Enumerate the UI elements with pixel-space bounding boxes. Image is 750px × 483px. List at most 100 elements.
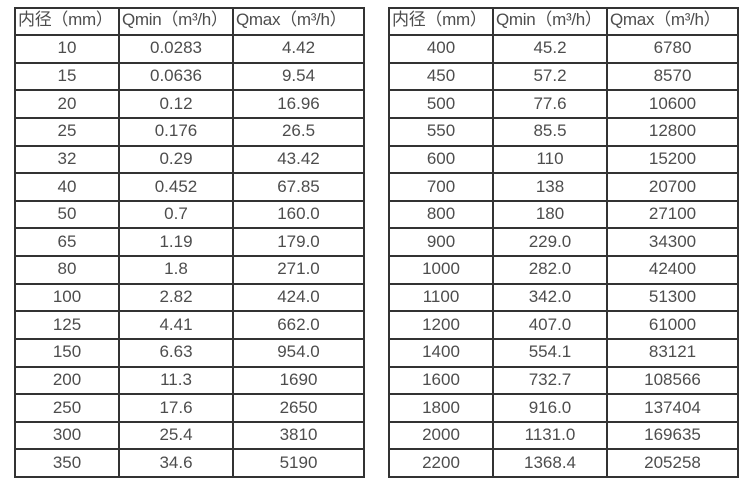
table-row: 1200 407.0 61000	[388, 310, 739, 340]
table-cell: 34300	[606, 227, 739, 257]
table-row: 2000 1131.0 169635	[388, 420, 739, 451]
table-cell: 1400	[388, 337, 494, 368]
table-cell: 500	[388, 89, 494, 119]
table-cell: 15	[14, 61, 120, 92]
table-cell: 700	[388, 172, 494, 202]
table-cell: 17.6	[118, 393, 234, 423]
table-cell: 271.0	[232, 255, 365, 285]
table-cell: 61000	[606, 310, 739, 340]
table-cell: 51300	[606, 282, 739, 313]
header-cell-diameter: 内径（mm）	[388, 7, 494, 36]
table-cell: 250	[14, 393, 120, 423]
header-cell-diameter: 内径（mm）	[14, 7, 120, 36]
table-cell: 1000	[388, 255, 494, 285]
table-cell: 15200	[606, 144, 739, 175]
table-cell: 229.0	[492, 227, 608, 257]
table-cell: 554.1	[492, 337, 608, 368]
table-cell: 0.176	[118, 116, 234, 147]
table-row: 350 34.6 5190	[14, 448, 365, 478]
table-row: 125 4.41 662.0	[14, 310, 365, 340]
table-cell: 40	[14, 172, 120, 202]
table-row: 250 17.6 2650	[14, 393, 365, 423]
table-cell: 4.42	[232, 34, 365, 64]
table-cell: 1200	[388, 310, 494, 340]
table-cell: 6.63	[118, 337, 234, 368]
table-cell: 350	[14, 448, 120, 478]
table-row: 300 25.4 3810	[14, 420, 365, 451]
table-row: 1100 342.0 51300	[388, 282, 739, 313]
header-cell-qmin: Qmin（m³/h）	[118, 7, 234, 36]
table-cell: 83121	[606, 337, 739, 368]
table-cell: 34.6	[118, 448, 234, 478]
flow-range-table-left: 内径（mm） Qmin（m³/h） Qmax（m³/h） 10 0.0283 4.4…	[14, 7, 365, 478]
table-cell: 179.0	[232, 227, 365, 257]
table-cell: 110	[492, 144, 608, 175]
flow-range-table-right: 内径（mm） Qmin（m³/h） Qmax（m³/h） 400 45.2 6780…	[388, 7, 739, 478]
table-row: 65 1.19 179.0	[14, 227, 365, 257]
table-cell: 45.2	[492, 34, 608, 64]
table-cell: 2650	[232, 393, 365, 423]
table-cell: 0.12	[118, 89, 234, 119]
table-cell: 85.5	[492, 116, 608, 147]
table-cell: 400	[388, 34, 494, 64]
table-row: 450 57.2 8570	[388, 61, 739, 92]
table-cell: 9.54	[232, 61, 365, 92]
table-cell: 80	[14, 255, 120, 285]
table-body: 10 0.0283 4.42 15 0.0636 9.54 20 0.12 16.96 25 0.1…	[14, 34, 365, 478]
table-cell: 916.0	[492, 393, 608, 423]
table-body: 400 45.2 6780 450 57.2 8570 500 77.6 10600 550 85.…	[388, 34, 739, 478]
table-cell: 100	[14, 282, 120, 313]
table-cell: 205258	[606, 448, 739, 478]
table-cell: 16.96	[232, 89, 365, 119]
table-cell: 0.0636	[118, 61, 234, 92]
table-cell: 2200	[388, 448, 494, 478]
table-row: 50 0.7 160.0	[14, 199, 365, 230]
table-cell: 10	[14, 34, 120, 64]
table-cell: 4.41	[118, 310, 234, 340]
table-cell: 169635	[606, 420, 739, 451]
table-row: 10 0.0283 4.42	[14, 34, 365, 64]
table-cell: 160.0	[232, 199, 365, 230]
table-cell: 6780	[606, 34, 739, 64]
table-row: 200 11.3 1690	[14, 365, 365, 396]
table-cell: 57.2	[492, 61, 608, 92]
table-cell: 550	[388, 116, 494, 147]
table-cell: 65	[14, 227, 120, 257]
table-cell: 450	[388, 61, 494, 92]
table-cell: 300	[14, 420, 120, 451]
table-row: 15 0.0636 9.54	[14, 61, 365, 92]
table-cell: 3810	[232, 420, 365, 451]
table-row: 20 0.12 16.96	[14, 89, 365, 119]
table-cell: 25.4	[118, 420, 234, 451]
table-cell: 0.29	[118, 144, 234, 175]
table-cell: 0.7	[118, 199, 234, 230]
table-row: 150 6.63 954.0	[14, 337, 365, 368]
table-cell: 2000	[388, 420, 494, 451]
table-cell: 137404	[606, 393, 739, 423]
table-cell: 1800	[388, 393, 494, 423]
table-cell: 1100	[388, 282, 494, 313]
table-cell: 1690	[232, 365, 365, 396]
header-row: 内径（mm） Qmin（m³/h） Qmax（m³/h）	[388, 7, 739, 36]
table-cell: 8570	[606, 61, 739, 92]
table-cell: 26.5	[232, 116, 365, 147]
table-row: 1000 282.0 42400	[388, 255, 739, 285]
table-row: 2200 1368.4 205258	[388, 448, 739, 478]
table-cell: 43.42	[232, 144, 365, 175]
table-row: 32 0.29 43.42	[14, 144, 365, 175]
table-cell: 1.8	[118, 255, 234, 285]
table-cell: 424.0	[232, 282, 365, 313]
table-row: 400 45.2 6780	[388, 34, 739, 64]
table-cell: 11.3	[118, 365, 234, 396]
table-row: 1800 916.0 137404	[388, 393, 739, 423]
table-cell: 5190	[232, 448, 365, 478]
table-cell: 1368.4	[492, 448, 608, 478]
table-cell: 20	[14, 89, 120, 119]
table-cell: 50	[14, 199, 120, 230]
table-cell: 10600	[606, 89, 739, 119]
table-cell: 42400	[606, 255, 739, 285]
table-cell: 1600	[388, 365, 494, 396]
header-cell-qmax: Qmax（m³/h）	[606, 7, 739, 36]
table-cell: 600	[388, 144, 494, 175]
table-cell: 732.7	[492, 365, 608, 396]
